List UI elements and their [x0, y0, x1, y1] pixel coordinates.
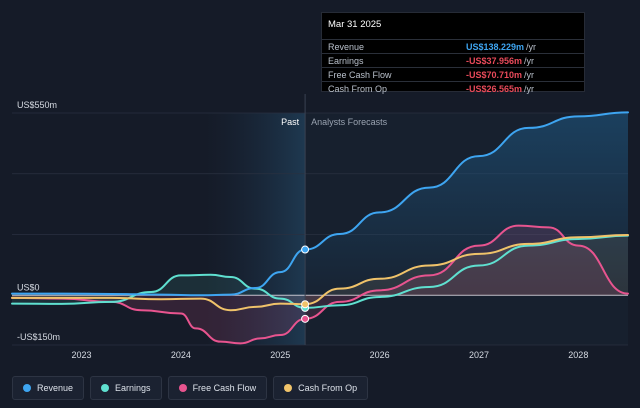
tooltip-value: US$138.229m/yr: [466, 42, 536, 52]
x-axis-label: 2024: [171, 350, 191, 360]
tooltip-label: Earnings: [328, 56, 364, 66]
tooltip-value: -US$70.710m/yr: [466, 70, 534, 80]
earnings-dot-icon: [101, 384, 109, 392]
tooltip-unit: /yr: [524, 70, 534, 80]
x-axis-label: 2027: [469, 350, 489, 360]
tooltip-row-free-cash-flow: Free Cash Flow -US$70.710m/yr: [322, 67, 584, 81]
tooltip-label: Cash From Op: [328, 84, 387, 94]
tooltip-number: -US$37.956m: [466, 56, 522, 66]
tooltip-row-revenue: Revenue US$138.229m/yr: [322, 39, 584, 53]
y-axis-label: US$550m: [17, 100, 57, 110]
y-axis-label: US$0: [17, 282, 40, 292]
tooltip-value: -US$26.565m/yr: [466, 84, 534, 94]
legend-item-cash-from-op[interactable]: Cash From Op: [273, 376, 368, 400]
free-cash-flow-dot-icon: [179, 384, 187, 392]
forecast-label: Analysts Forecasts: [311, 117, 388, 127]
legend-label: Cash From Op: [298, 383, 357, 393]
x-axis-label: 2026: [370, 350, 390, 360]
tooltip-number: US$138.229m: [466, 42, 524, 52]
x-axis-label: 2028: [568, 350, 588, 360]
legend-item-earnings[interactable]: Earnings: [90, 376, 162, 400]
tooltip-value: -US$37.956m/yr: [466, 56, 534, 66]
tooltip-number: -US$70.710m: [466, 70, 522, 80]
tooltip-label: Free Cash Flow: [328, 70, 392, 80]
x-axis-label: 2023: [72, 350, 92, 360]
revenue-dot-icon: [23, 384, 31, 392]
legend-item-free-cash-flow[interactable]: Free Cash Flow: [168, 376, 268, 400]
legend-label: Earnings: [115, 383, 151, 393]
tooltip-unit: /yr: [524, 56, 534, 66]
x-axis-label: 2025: [270, 350, 290, 360]
past-label: Past: [281, 117, 300, 127]
legend-item-revenue[interactable]: Revenue: [12, 376, 84, 400]
chart-legend: Revenue Earnings Free Cash Flow Cash Fro…: [12, 376, 368, 400]
tooltip-label: Revenue: [328, 42, 364, 52]
marker-cash-from-op: [302, 301, 309, 308]
tooltip-number: -US$26.565m: [466, 84, 522, 94]
hover-tooltip: Mar 31 2025 Revenue US$138.229m/yr Earni…: [321, 12, 585, 92]
tooltip-unit: /yr: [526, 42, 536, 52]
marker-free-cash-flow: [302, 315, 309, 322]
tooltip-row-cash-from-op: Cash From Op -US$26.565m/yr: [322, 81, 584, 92]
marker-revenue: [302, 246, 309, 253]
tooltip-unit: /yr: [524, 84, 534, 94]
y-axis-label: -US$150m: [17, 332, 60, 342]
tooltip-date: Mar 31 2025: [328, 19, 381, 30]
legend-label: Revenue: [37, 383, 73, 393]
cash-from-op-dot-icon: [284, 384, 292, 392]
legend-label: Free Cash Flow: [193, 383, 257, 393]
tooltip-row-earnings: Earnings -US$37.956m/yr: [322, 53, 584, 67]
